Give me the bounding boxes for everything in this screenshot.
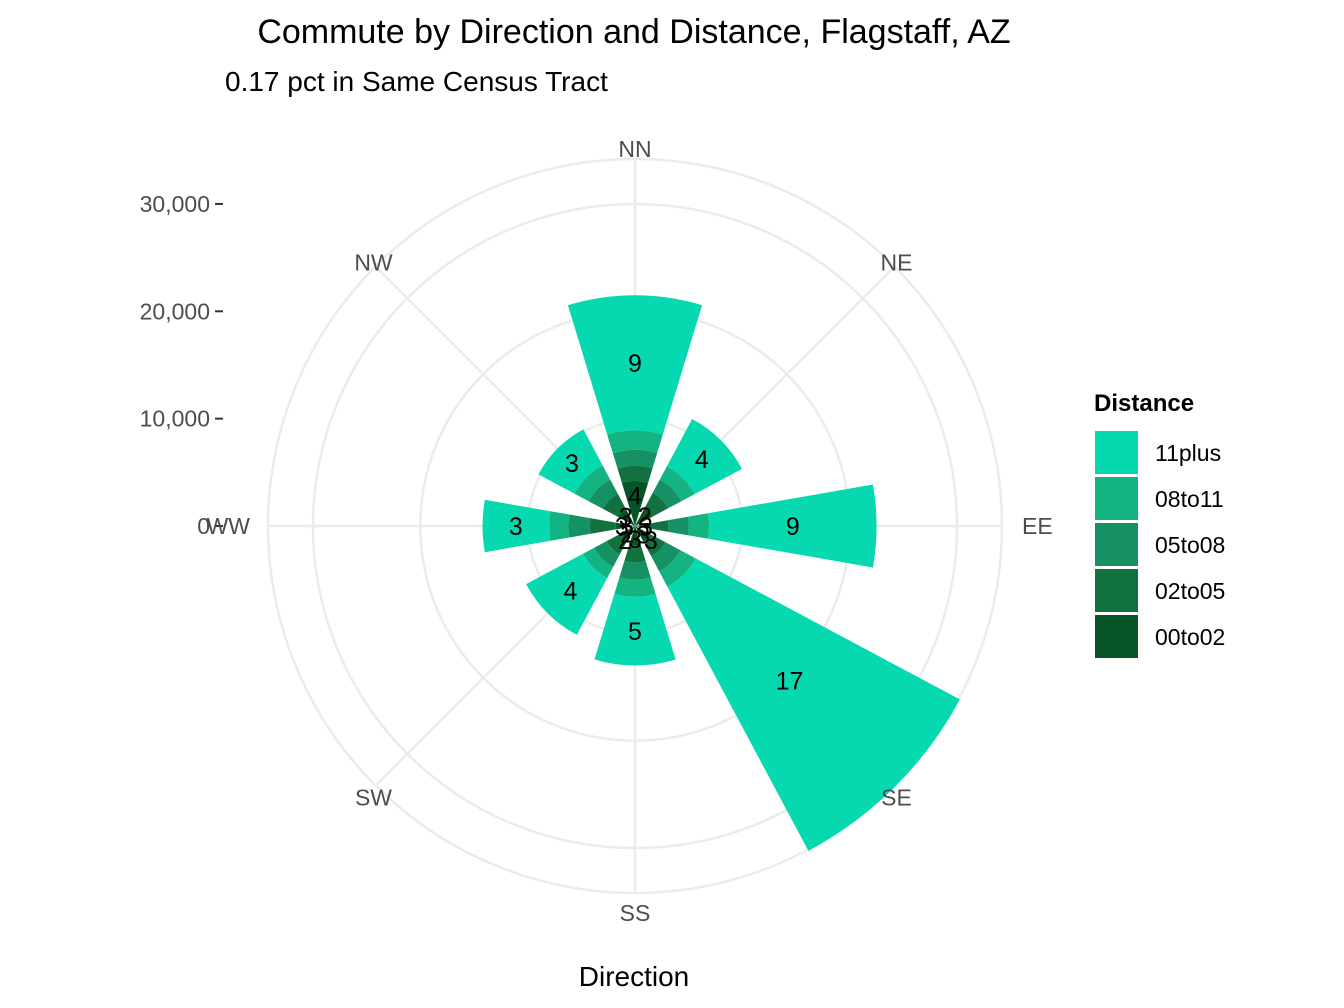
bar-ne-00to02 bbox=[635, 508, 653, 526]
bar-label-inner-ww: 3 bbox=[615, 513, 629, 541]
direction-label-ss: SS bbox=[620, 900, 651, 926]
bar-label-outer-ee: 9 bbox=[786, 513, 800, 541]
radial-axis: 0 10,000 20,000 30,000 bbox=[140, 191, 223, 539]
bar-nn-05to08 bbox=[612, 449, 658, 469]
bar-sw-08to11 bbox=[582, 547, 614, 579]
legend-label-02to05: 02to05 bbox=[1155, 578, 1225, 604]
bar-ss-05to08 bbox=[619, 560, 651, 580]
chart-title: Commute by Direction and Distance, Flags… bbox=[257, 13, 1010, 51]
legend-swatch-11plus bbox=[1095, 431, 1138, 474]
radial-tick-label: 20,000 bbox=[140, 298, 210, 324]
bar-se-05to08 bbox=[651, 542, 681, 572]
bar-label-inner-sw: 2 bbox=[620, 521, 634, 549]
bar-se-00to02 bbox=[635, 526, 651, 542]
direction-label-sw: SW bbox=[355, 785, 392, 811]
bar-label-inner-ss: 3 bbox=[628, 526, 642, 554]
bar-label-inner-nw: 3 bbox=[619, 504, 633, 532]
bar-ww-02to05 bbox=[589, 518, 616, 534]
bar-ss-08to11 bbox=[614, 577, 656, 597]
bar-ne-05to08 bbox=[652, 479, 682, 509]
bar-ww-08to11 bbox=[549, 511, 570, 541]
bar-label-outer-sw: 4 bbox=[564, 578, 578, 606]
direction-label-nn: NN bbox=[618, 136, 651, 162]
legend-swatch-08to11 bbox=[1095, 477, 1138, 520]
bar-label-outer-se: 17 bbox=[776, 667, 804, 695]
direction-label-ww: WW bbox=[207, 513, 251, 539]
bar-ss-00to02 bbox=[629, 526, 641, 546]
bar-ww-00to02 bbox=[615, 522, 635, 530]
bar-ss-11plus bbox=[594, 593, 676, 666]
bar-label-inner-ne: 2 bbox=[638, 503, 652, 531]
bar-nn-08to11 bbox=[607, 430, 663, 454]
bar-ee-11plus bbox=[707, 484, 877, 568]
bar-se-08to11 bbox=[659, 550, 696, 587]
bar-se-11plus bbox=[667, 558, 960, 851]
direction-labels: NN NE EE SE SS SW WW NW bbox=[207, 136, 1053, 926]
bar-label-extra: 2 bbox=[618, 527, 632, 555]
radial-tick-label: 10,000 bbox=[140, 406, 210, 432]
bar-ee-05to08 bbox=[667, 516, 689, 536]
bar-sw-00to02 bbox=[620, 526, 635, 541]
bar-label-outer-nn: 9 bbox=[628, 350, 642, 378]
bar-ne-11plus bbox=[666, 418, 743, 495]
bar-nn-11plus bbox=[567, 295, 703, 435]
bar-ww-05to08 bbox=[568, 514, 591, 538]
legend-swatch-05to08 bbox=[1095, 523, 1138, 566]
legend-swatch-00to02 bbox=[1095, 615, 1138, 658]
bar-label-inner-ee: 3 bbox=[639, 513, 653, 541]
legend-label-11plus: 11plus bbox=[1155, 440, 1221, 466]
bar-label-inner-se: 3 bbox=[636, 521, 650, 549]
bar-se-02to05 bbox=[643, 534, 666, 557]
bar-nw-05to08 bbox=[588, 479, 618, 509]
bar-label-outer-nw: 3 bbox=[565, 450, 579, 478]
bar-ww-11plus bbox=[482, 499, 551, 553]
bar-label-extra: 3 bbox=[644, 527, 658, 555]
direction-label-ee: EE bbox=[1022, 513, 1053, 539]
bar-sw-11plus bbox=[526, 553, 608, 635]
legend-label-08to11: 08to11 bbox=[1155, 486, 1224, 512]
radial-tick-label: 30,000 bbox=[140, 191, 210, 217]
legend-label-00to02: 00to02 bbox=[1155, 624, 1225, 650]
direction-label-se: SE bbox=[881, 785, 912, 811]
bar-label-outer-ne: 4 bbox=[695, 446, 709, 474]
bar-ne-08to11 bbox=[659, 466, 695, 502]
bar-ee-08to11 bbox=[687, 513, 710, 539]
bar-label-inner-nn: 4 bbox=[628, 482, 642, 510]
chart-subtitle: 0.17 pct in Same Census Tract bbox=[225, 66, 608, 97]
legend: Distance 11plus 08to11 05to08 02to05 00to02 bbox=[1094, 390, 1225, 658]
legend-label-05to08: 05to08 bbox=[1155, 532, 1225, 558]
bar-nw-02to05 bbox=[602, 493, 626, 517]
direction-label-nw: NW bbox=[354, 249, 393, 275]
direction-label-ne: NE bbox=[881, 249, 913, 275]
bar-nw-08to11 bbox=[574, 465, 611, 502]
bar-ee-02to05 bbox=[650, 520, 669, 532]
x-axis-title: Direction bbox=[579, 961, 689, 992]
bar-sw-02to05 bbox=[606, 533, 628, 555]
bar-nn-02to05 bbox=[617, 465, 653, 483]
bar-ee-00to02 bbox=[635, 523, 652, 529]
bar-ne-02to05 bbox=[644, 492, 669, 517]
bar-nw-11plus bbox=[538, 429, 603, 494]
legend-swatch-02to05 bbox=[1095, 569, 1138, 612]
legend-title: Distance bbox=[1094, 390, 1194, 417]
bar-label-outer-ss: 5 bbox=[628, 618, 642, 646]
bar-segments bbox=[482, 295, 960, 851]
bar-label-outer-ww: 3 bbox=[509, 513, 523, 541]
radial-tick-label: 0 bbox=[197, 513, 210, 539]
bar-nn-00to02 bbox=[621, 480, 649, 526]
bar-sw-05to08 bbox=[594, 541, 620, 567]
bar-ss-02to05 bbox=[624, 544, 646, 563]
bar-nw-00to02 bbox=[617, 508, 635, 526]
